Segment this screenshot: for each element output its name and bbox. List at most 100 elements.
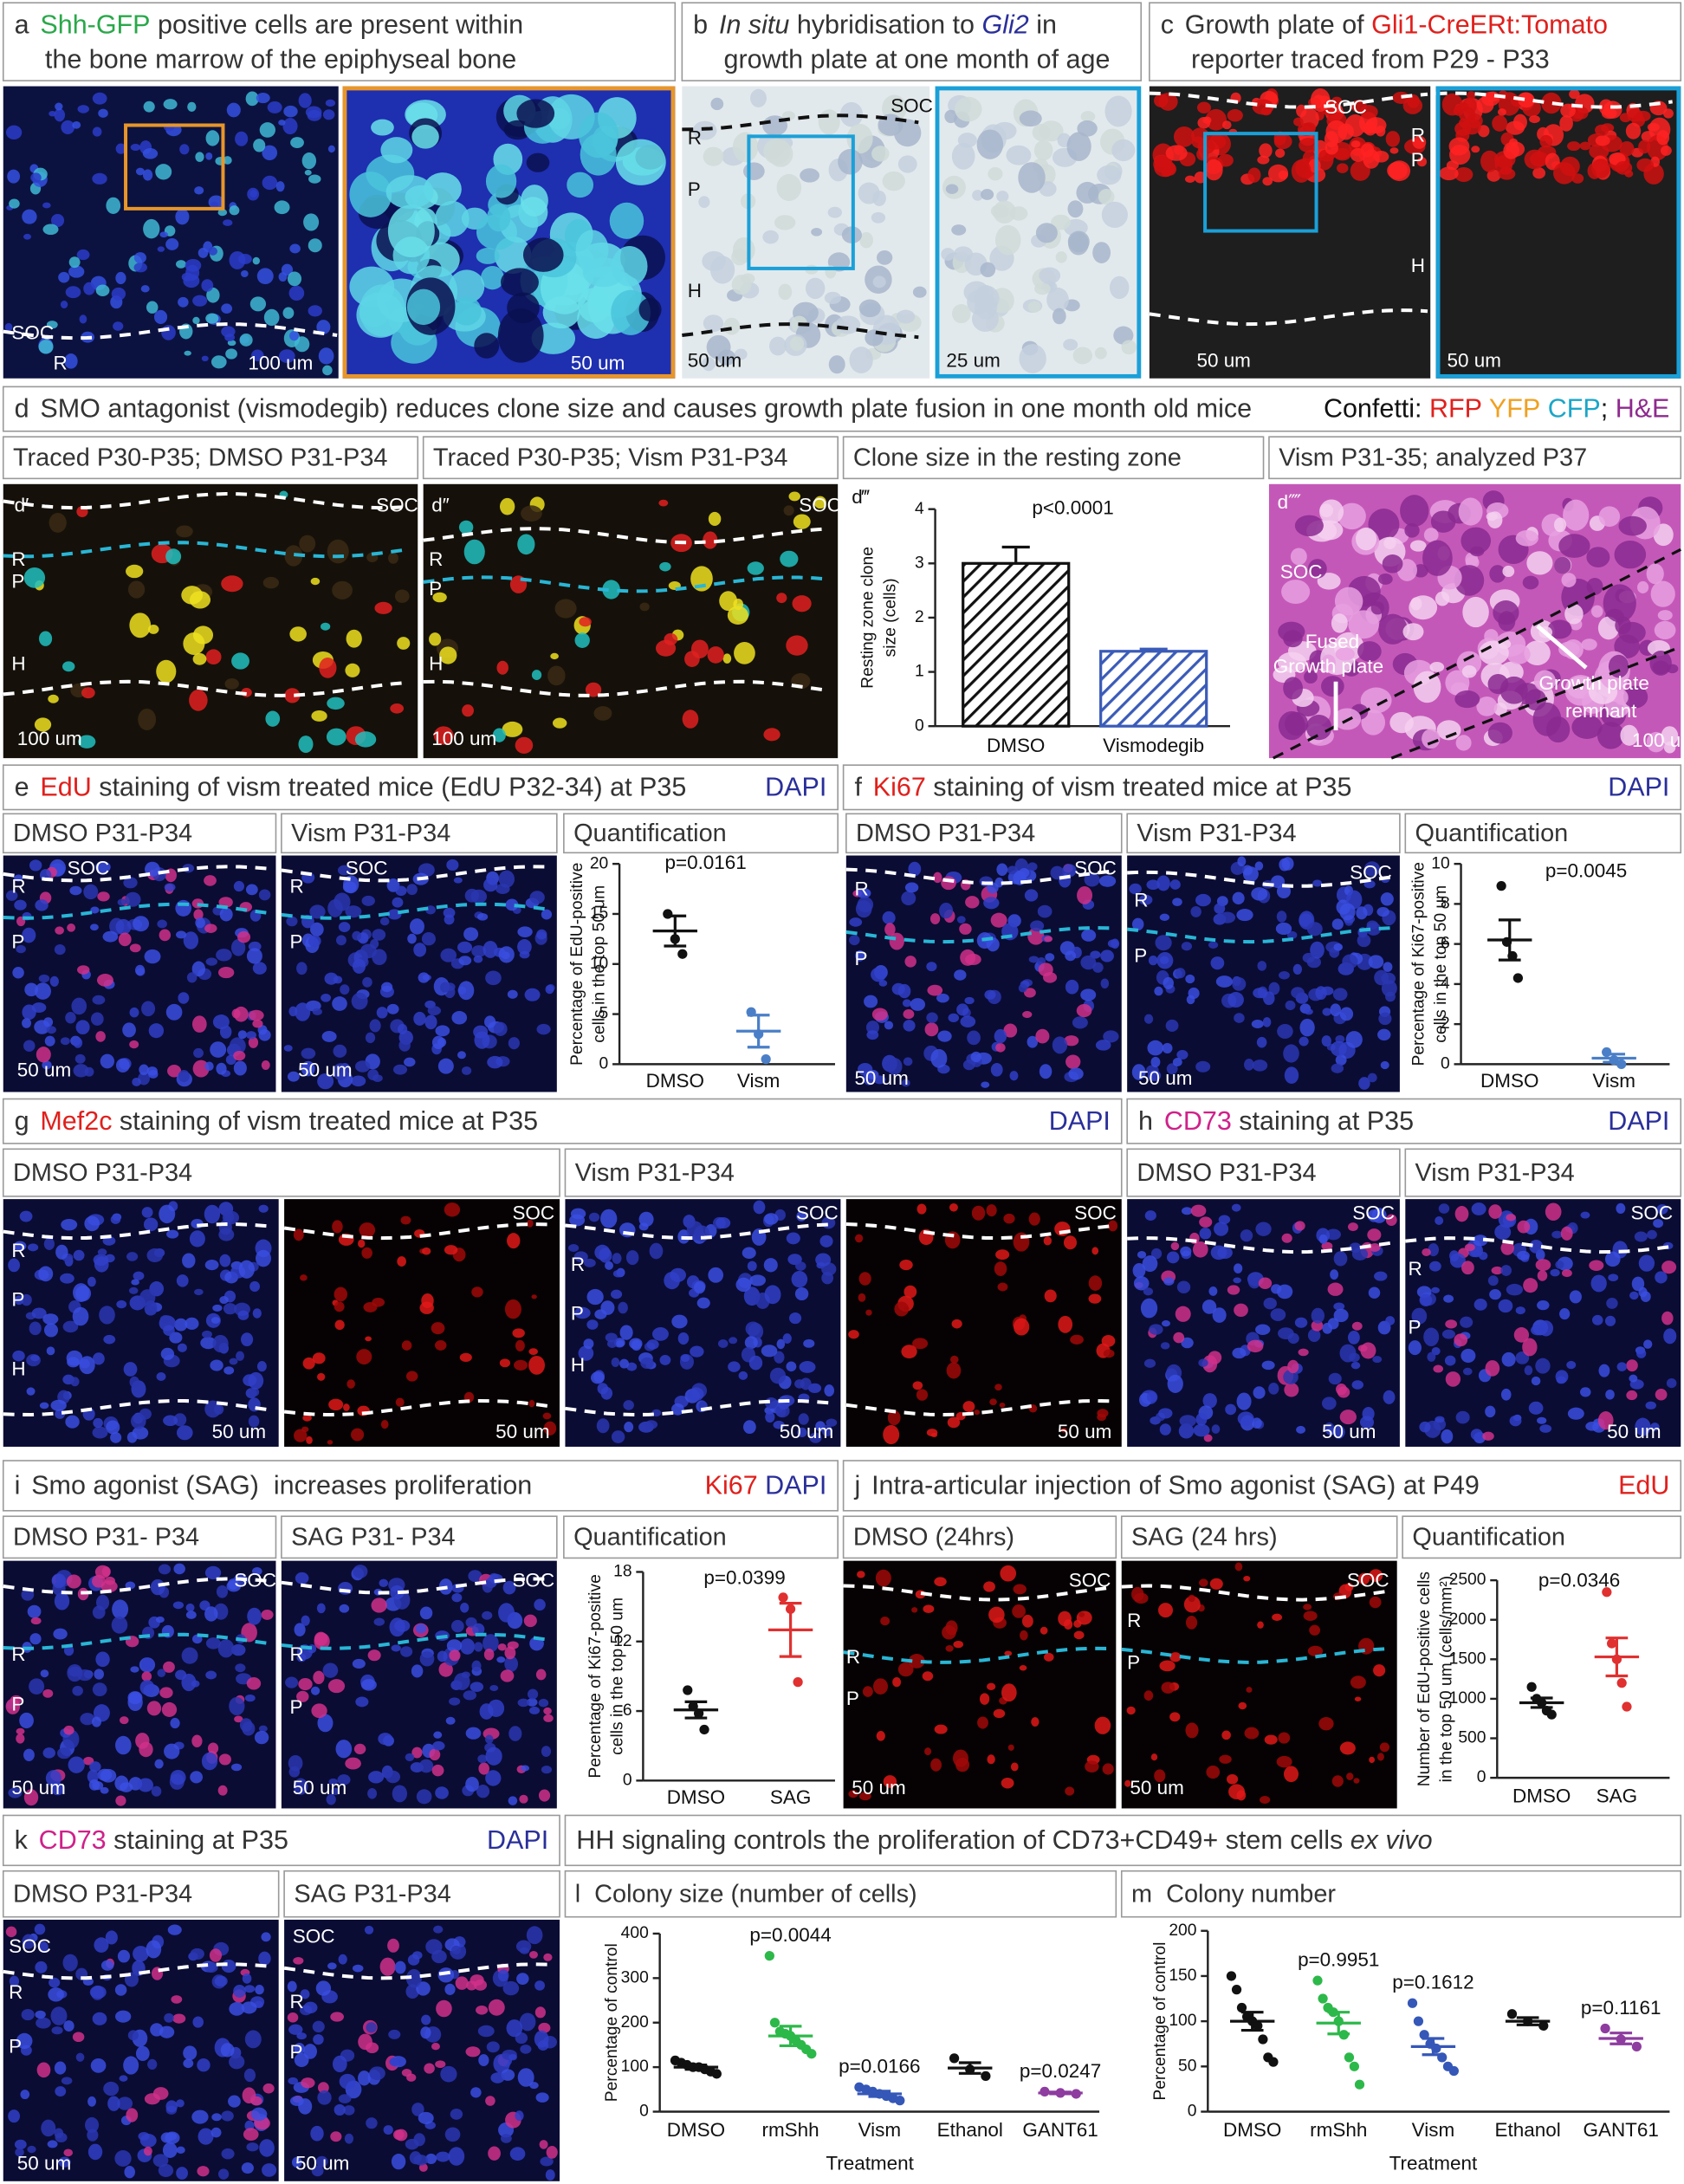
- cell: [1211, 1424, 1221, 1434]
- cell: [364, 1925, 374, 1934]
- cell: [526, 1219, 534, 1228]
- cell: [217, 966, 235, 979]
- cell: [176, 2167, 188, 2180]
- cell: [1286, 930, 1298, 940]
- cell: [54, 1591, 70, 1610]
- cell: [218, 1753, 231, 1766]
- cell: [1412, 135, 1427, 149]
- image-label: P: [11, 571, 24, 593]
- cell: [438, 1662, 453, 1677]
- cell: [1078, 1611, 1085, 1617]
- cell: [92, 92, 107, 105]
- cell: [333, 1063, 349, 1081]
- cell: [61, 2077, 73, 2085]
- cell: [373, 1617, 385, 1626]
- cell: [100, 1053, 115, 1069]
- cell: [22, 927, 36, 943]
- cell: [197, 2058, 210, 2072]
- cell: [76, 249, 90, 261]
- cell: [294, 1429, 308, 1442]
- y-tick-label: 300: [621, 1968, 649, 1986]
- cell: [368, 1771, 385, 1784]
- cell: [567, 172, 594, 198]
- cell: [312, 1352, 326, 1364]
- image-border: [342, 86, 676, 379]
- zone-boundary: [283, 1962, 549, 1980]
- cell: [301, 1060, 315, 1077]
- cell: [1466, 113, 1483, 129]
- cell: [1257, 155, 1270, 165]
- cell: [115, 271, 126, 285]
- cell: [23, 233, 32, 240]
- cell: [526, 1926, 543, 1945]
- cell: [1214, 1222, 1229, 1236]
- cell: [371, 119, 394, 136]
- cell: [1400, 495, 1429, 528]
- header-segment: Growth plate of: [1185, 10, 1371, 40]
- cell: [1276, 1755, 1292, 1768]
- cell: [1287, 1359, 1299, 1374]
- subheader-box: [1404, 1148, 1682, 1197]
- cell: [522, 237, 564, 272]
- subheader-box: [564, 1148, 1123, 1197]
- data-point: [1448, 2065, 1459, 2077]
- subheader-text: SAG P31-P34: [294, 1880, 450, 1908]
- cell: [15, 2148, 24, 2157]
- cell: [1190, 1204, 1207, 1217]
- cell: [922, 1671, 934, 1682]
- cell: [327, 898, 343, 917]
- cell: [1159, 1423, 1171, 1435]
- cell: [1370, 601, 1385, 615]
- cell: [1598, 1364, 1610, 1377]
- y-tick-label: 0: [599, 1054, 609, 1073]
- cell: [1567, 1407, 1584, 1420]
- cell: [872, 275, 886, 288]
- cell: [1331, 1063, 1344, 1073]
- cell: [411, 1664, 424, 1678]
- cell: [100, 1786, 109, 1794]
- cell: [904, 956, 916, 968]
- cell: [573, 1251, 588, 1262]
- x-tick-label: SAG: [1597, 1785, 1637, 1807]
- cell: [1597, 722, 1625, 749]
- cell: [133, 1946, 149, 1962]
- cell: [1231, 1203, 1241, 1212]
- cell: [1039, 120, 1064, 142]
- cell: [170, 1717, 180, 1729]
- cell: [60, 1037, 70, 1046]
- y-axis-label: Percentage of Ki67-positive: [586, 1574, 605, 1778]
- cell: [1214, 903, 1226, 914]
- cell: [980, 262, 996, 278]
- cell: [1350, 140, 1361, 148]
- cell: [901, 1345, 917, 1358]
- cell: [611, 1358, 620, 1367]
- cell: [1489, 1289, 1501, 1300]
- cell: [308, 305, 322, 317]
- cell: [1196, 101, 1212, 114]
- cell: [1524, 149, 1545, 170]
- cell: [981, 1081, 990, 1088]
- cell: [1488, 1204, 1502, 1219]
- cell: [1494, 1224, 1512, 1241]
- cell: [611, 1430, 625, 1443]
- cell: [1244, 1727, 1260, 1740]
- x-tick-label: DMSO: [1512, 1785, 1571, 1807]
- y-tick-label: 400: [621, 1924, 649, 1942]
- cell: [471, 1286, 483, 1298]
- y-axis-label: size (cells): [881, 578, 899, 657]
- cell: [485, 164, 517, 198]
- cell: [531, 1294, 537, 1299]
- y-axis-label: Percentage of Ki67-positive: [1409, 862, 1428, 1066]
- cell: [515, 1339, 525, 1351]
- cell: [278, 272, 288, 282]
- zone-boundary: [845, 926, 1111, 944]
- cell: [48, 694, 59, 703]
- cell: [1234, 1303, 1248, 1317]
- cell: [783, 505, 794, 516]
- subheader-box: [2, 1148, 560, 1197]
- cell: [1131, 917, 1144, 931]
- cell: [1043, 1236, 1052, 1246]
- sem-bar: [1240, 2011, 1264, 2032]
- cell: [585, 682, 602, 697]
- cell: [49, 110, 56, 117]
